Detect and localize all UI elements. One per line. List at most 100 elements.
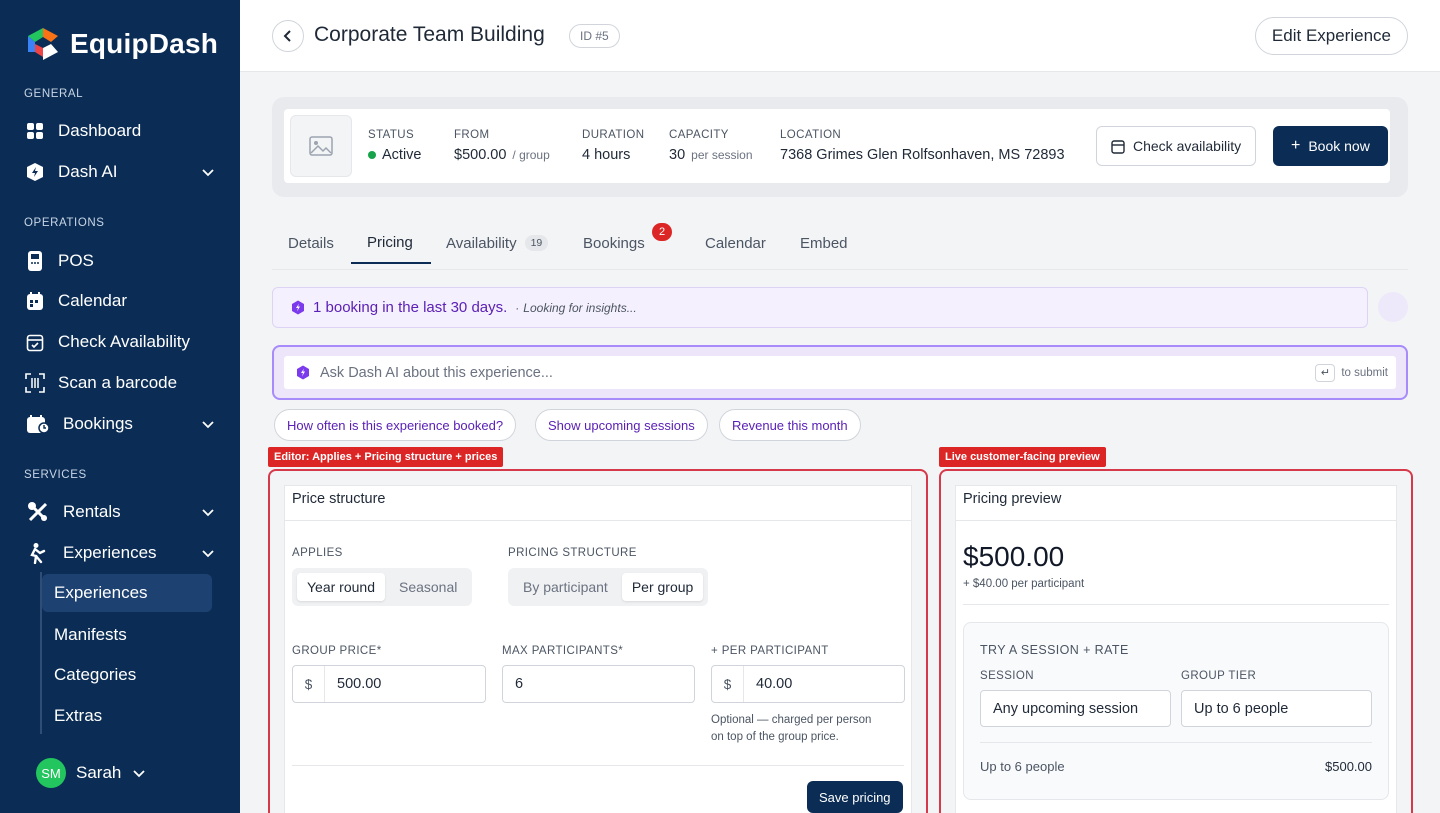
section-label-services: SERVICES [24, 469, 87, 481]
group-price-input[interactable]: $ 500.00 [292, 665, 486, 703]
preview-panel-outline: Pricing preview $500.00 + $40.00 per par… [939, 469, 1413, 813]
experience-thumbnail[interactable] [290, 115, 352, 177]
editor-panel-outline: Price structure APPLIES Year round Seaso… [268, 469, 928, 813]
check-availability-button[interactable]: Check availability [1096, 126, 1257, 166]
section-label-general: GENERAL [24, 88, 84, 100]
ai-hexagon-icon [292, 300, 304, 315]
calendar-check-icon [24, 331, 46, 353]
group-price-label: GROUP PRICE* [292, 645, 382, 657]
ai-shield-icon [24, 161, 46, 183]
ask-placeholder: Ask Dash AI about this experience... [320, 364, 553, 381]
panel-title: Pricing preview [956, 486, 1396, 521]
edit-experience-button[interactable]: Edit Experience [1254, 17, 1408, 55]
sidebar-item-scan-barcode[interactable]: Scan a barcode [24, 366, 216, 400]
max-participants-label: MAX PARTICIPANTS* [502, 645, 624, 657]
divider [980, 742, 1372, 743]
per-participant-input[interactable]: $ 40.00 [711, 665, 905, 703]
location-field: LOCATION 7368 Grimes Glen Rolfsonhaven, … [780, 129, 1065, 163]
tab-embed[interactable]: Embed [800, 234, 848, 252]
suggestion-chip[interactable]: Show upcoming sessions [535, 409, 708, 441]
panel-title: Price structure [285, 486, 911, 521]
session-label: SESSION [980, 670, 1034, 682]
ask-dash-ai-input[interactable]: Ask Dash AI about this experience... ↵ to… [284, 356, 1396, 389]
group-price-value: 500.00 [337, 676, 382, 692]
sidebar-item-label: Calendar [58, 291, 127, 310]
suggestion-chip[interactable]: Revenue this month [719, 409, 861, 441]
preview-price-sub: + $40.00 per participant [963, 578, 1085, 590]
applies-seasonal-option[interactable]: Seasonal [398, 579, 458, 595]
tab-availability[interactable]: Availability 19 [446, 222, 549, 264]
tab-details[interactable]: Details [288, 234, 334, 252]
insight-action-button[interactable] [1378, 292, 1408, 322]
by-participant-option[interactable]: By participant [523, 579, 608, 595]
max-participants-input[interactable]: 6 [502, 665, 695, 703]
user-name: Sarah [76, 763, 122, 782]
ask-dash-ai-box: Ask Dash AI about this experience... ↵ to… [272, 345, 1408, 400]
duration-field: DURATION 4 hours [582, 129, 645, 163]
sidebar-subitem-categories[interactable]: Categories [54, 665, 137, 684]
sidebar-item-calendar[interactable]: Calendar [24, 284, 216, 318]
user-menu[interactable]: SM Sarah [36, 758, 147, 788]
applies-toggle: Year round Seasonal [292, 568, 473, 606]
rentals-tools-icon [24, 501, 51, 523]
chevron-down-icon [202, 509, 214, 517]
experiences-person-icon [24, 542, 51, 564]
applies-year-round-option[interactable]: Year round [297, 573, 385, 601]
back-button[interactable] [272, 20, 304, 52]
tab-bar: Details Pricing Availability 19 Bookings … [272, 222, 1408, 270]
grid-icon [24, 120, 46, 142]
currency-prefix: $ [712, 666, 744, 702]
submit-hint: ↵ to submit [1315, 363, 1388, 382]
status-field: STATUS Active [368, 129, 422, 163]
group-tier-label: GROUP TIER [1181, 670, 1257, 682]
enter-key-icon: ↵ [1315, 363, 1336, 382]
sidebar-item-rentals[interactable]: Rentals [24, 495, 216, 529]
page-title: Corporate Team Building [314, 23, 545, 46]
section-label-operations: OPERATIONS [24, 217, 105, 229]
ai-hexagon-icon [297, 365, 309, 380]
per-participant-help: Optional — charged per person on top of … [711, 714, 872, 743]
status-value: Active [382, 147, 422, 163]
sidebar-subitem-manifests[interactable]: Manifests [54, 625, 127, 644]
group-tier-select[interactable]: Up to 6 people [1181, 690, 1372, 727]
experience-summary: STATUS Active FROM $500.00/ group DURATI… [272, 97, 1408, 197]
chevron-left-icon [283, 30, 291, 42]
rate-tier-label: Up to 6 people [980, 759, 1065, 774]
sidebar-item-label: Experiences [63, 543, 157, 562]
price-structure-panel: Price structure APPLIES Year round Seaso… [284, 485, 912, 813]
editor-annotation-tag: Editor: Applies + Pricing structure + pr… [268, 447, 504, 467]
session-select[interactable]: Any upcoming session [980, 690, 1171, 727]
preview-rate-row: Up to 6 people $500.00 [980, 759, 1372, 774]
brand-name: EquipDash [70, 28, 219, 59]
capacity-field: CAPACITY 30 per session [669, 129, 753, 163]
save-pricing-button[interactable]: Save pricing [807, 781, 903, 813]
sidebar-item-check-availability[interactable]: Check Availability [24, 325, 216, 359]
suggestion-chip[interactable]: How often is this experience booked? [274, 409, 517, 441]
pricing-preview-panel: Pricing preview $500.00 + $40.00 per par… [955, 485, 1397, 813]
sidebar-item-experiences[interactable]: Experiences [24, 536, 216, 570]
sidebar-item-label: Bookings [63, 414, 133, 433]
sidebar-item-dashboard[interactable]: Dashboard [24, 114, 216, 148]
sidebar: EquipDash GENERAL Dashboard Dash AI OPER… [0, 0, 240, 813]
tab-calendar[interactable]: Calendar [705, 234, 766, 252]
brand-logo[interactable]: EquipDash [24, 26, 218, 62]
sidebar-subitem-extras[interactable]: Extras [54, 706, 103, 725]
sidebar-item-dash-ai[interactable]: Dash AI [24, 155, 216, 189]
per-group-option[interactable]: Per group [621, 573, 704, 601]
capacity-unit: per session [691, 148, 753, 162]
per-participant-value: 40.00 [756, 676, 793, 692]
tab-bookings[interactable]: Bookings [583, 234, 645, 252]
calendar-icon [24, 290, 46, 312]
tab-pricing[interactable]: Pricing [351, 222, 431, 264]
availability-count-badge: 19 [524, 235, 549, 251]
from-price-value: $500.00 [454, 147, 507, 163]
sidebar-item-label: Rentals [63, 502, 121, 521]
sidebar-item-label: Dash AI [58, 162, 118, 181]
sidebar-item-pos[interactable]: POS [24, 244, 216, 278]
plus-icon: + [1291, 137, 1301, 154]
book-now-button[interactable]: + Book now [1273, 126, 1388, 166]
insight-separator: · [515, 300, 520, 315]
sidebar-item-bookings[interactable]: Bookings [24, 407, 216, 441]
sidebar-subitem-experiences[interactable]: Experiences [42, 574, 212, 612]
applies-label: APPLIES [292, 547, 343, 559]
